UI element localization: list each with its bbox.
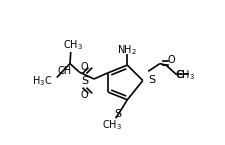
- Text: O: O: [81, 90, 88, 100]
- Text: CH$_3$: CH$_3$: [63, 38, 83, 52]
- Text: O: O: [81, 62, 88, 72]
- Text: CH$_3$: CH$_3$: [102, 118, 122, 132]
- Text: NH$_2$: NH$_2$: [117, 43, 137, 57]
- Text: O: O: [168, 55, 175, 65]
- Text: CH$_3$: CH$_3$: [175, 68, 195, 82]
- Text: S: S: [115, 109, 122, 119]
- Text: CH: CH: [58, 66, 72, 76]
- Text: O: O: [176, 70, 184, 80]
- Text: H$_3$C: H$_3$C: [32, 74, 52, 88]
- Text: S: S: [148, 75, 155, 85]
- Text: S: S: [81, 76, 88, 86]
